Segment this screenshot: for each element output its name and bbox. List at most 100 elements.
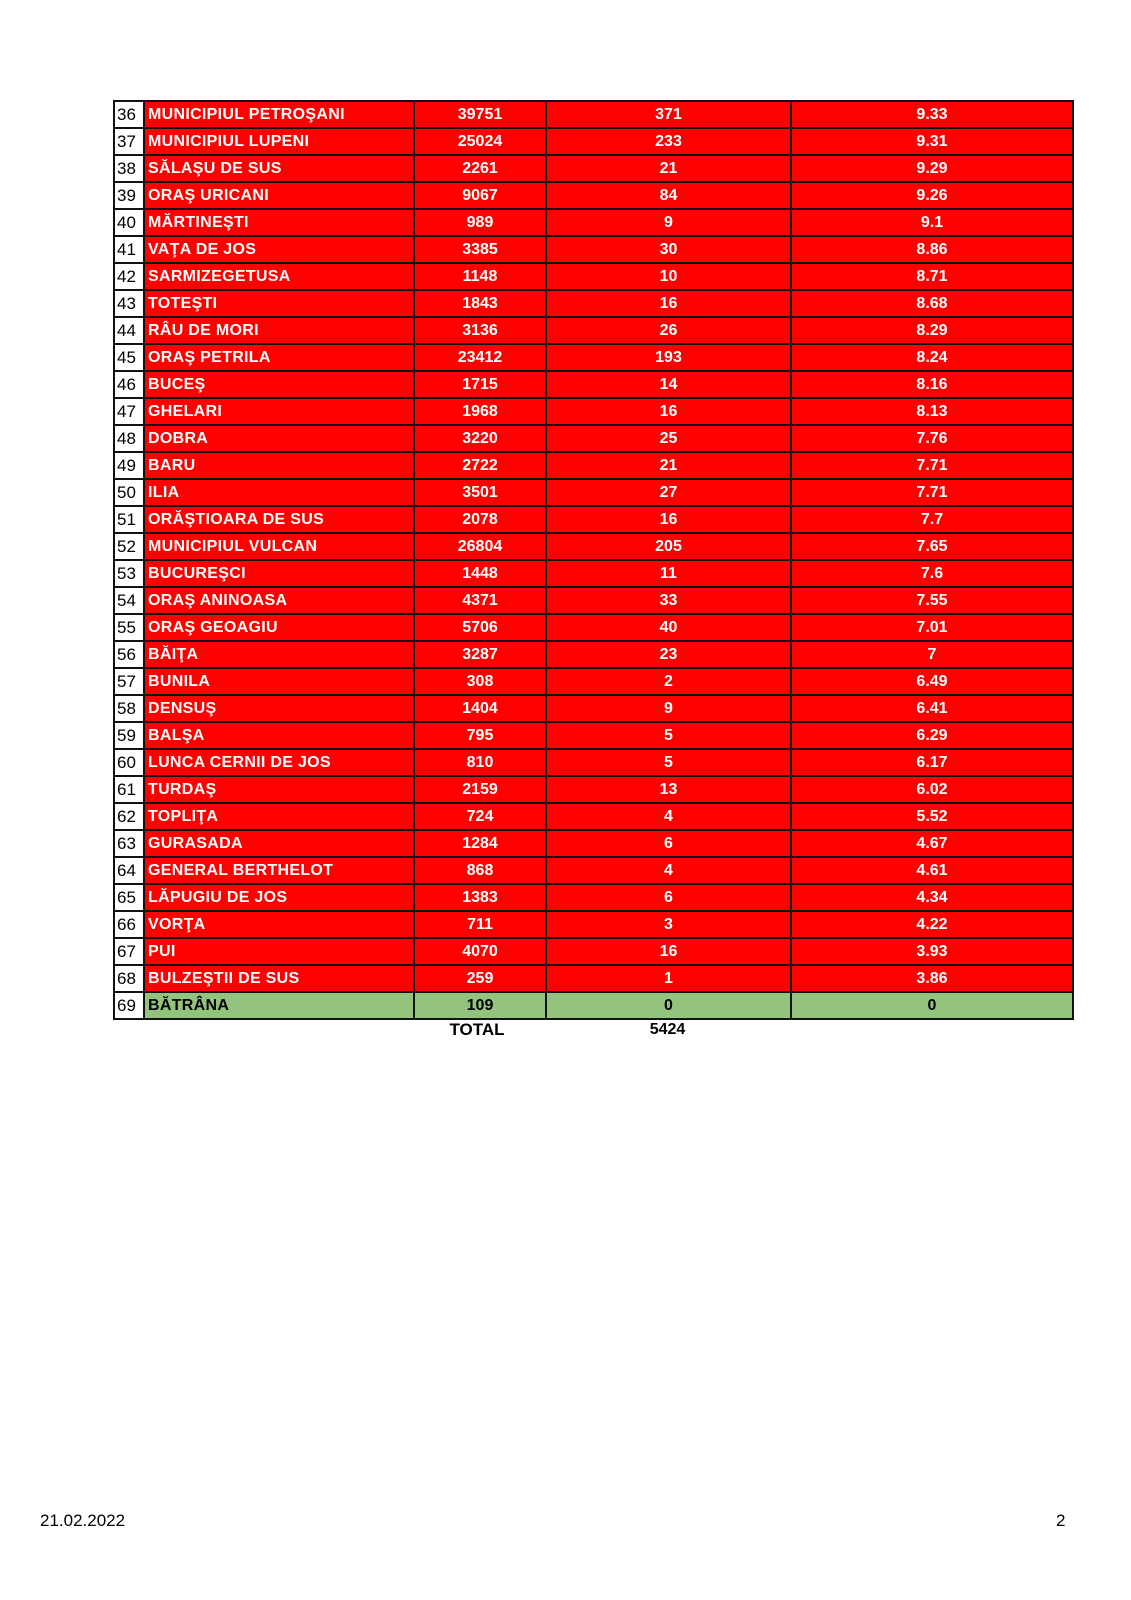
population-cell: 989 — [413, 208, 547, 237]
population-cell: 26804 — [413, 532, 547, 561]
table-row: 61 TURDAŞ 2159 13 6.02 — [113, 775, 1074, 804]
localities-table: 36 MUNICIPIUL PETROŞANI 39751 371 9.33 37 MUNI… — [113, 100, 1074, 1020]
locality-name: TURDAŞ — [143, 775, 415, 804]
locality-name: BARU — [143, 451, 415, 480]
rate-cell: 4.67 — [790, 829, 1074, 858]
population-cell: 1148 — [413, 262, 547, 291]
locality-name: BULZEŞTII DE SUS — [143, 964, 415, 993]
cases-cell: 4 — [545, 856, 792, 885]
row-number: 67 — [113, 937, 145, 966]
cases-cell: 10 — [545, 262, 792, 291]
row-number: 56 — [113, 640, 145, 669]
table-row: 44 RÂU DE MORI 3136 26 8.29 — [113, 316, 1074, 345]
locality-name: VORŢA — [143, 910, 415, 939]
table-row: 47 GHELARI 1968 16 8.13 — [113, 397, 1074, 426]
rate-cell: 8.68 — [790, 289, 1074, 318]
rate-cell: 9.26 — [790, 181, 1074, 210]
locality-name: SARMIZEGETUSA — [143, 262, 415, 291]
table-row: 65 LĂPUGIU DE JOS 1383 6 4.34 — [113, 883, 1074, 912]
population-cell: 3501 — [413, 478, 547, 507]
rate-cell: 6.41 — [790, 694, 1074, 723]
row-number: 63 — [113, 829, 145, 858]
cases-cell: 5 — [545, 748, 792, 777]
cases-cell: 371 — [545, 100, 792, 129]
rate-cell: 4.34 — [790, 883, 1074, 912]
rate-cell: 3.86 — [790, 964, 1074, 993]
population-cell: 1383 — [413, 883, 547, 912]
table-row: 56 BĂIŢA 3287 23 7 — [113, 640, 1074, 669]
cases-cell: 16 — [545, 505, 792, 534]
cases-cell: 25 — [545, 424, 792, 453]
row-number: 66 — [113, 910, 145, 939]
row-number: 47 — [113, 397, 145, 426]
table-row: 68 BULZEŞTII DE SUS 259 1 3.86 — [113, 964, 1074, 993]
rate-cell: 7.55 — [790, 586, 1074, 615]
locality-name: GHELARI — [143, 397, 415, 426]
locality-name: MĂRTINEŞTI — [143, 208, 415, 237]
population-cell: 3385 — [413, 235, 547, 264]
table-row: 50 ILIA 3501 27 7.71 — [113, 478, 1074, 507]
locality-name: BUCUREŞCI — [143, 559, 415, 588]
rate-cell: 9.1 — [790, 208, 1074, 237]
locality-name: TOPLIŢA — [143, 802, 415, 831]
row-number: 38 — [113, 154, 145, 183]
table-row: 62 TOPLIŢA 724 4 5.52 — [113, 802, 1074, 831]
population-cell: 308 — [413, 667, 547, 696]
table-row: 55 ORAŞ GEOAGIU 5706 40 7.01 — [113, 613, 1074, 642]
rate-cell: 8.71 — [790, 262, 1074, 291]
population-cell: 1284 — [413, 829, 547, 858]
locality-name: BUCEŞ — [143, 370, 415, 399]
cases-cell: 33 — [545, 586, 792, 615]
cases-cell: 21 — [545, 451, 792, 480]
row-number: 68 — [113, 964, 145, 993]
locality-name: TOTEŞTI — [143, 289, 415, 318]
row-number: 40 — [113, 208, 145, 237]
row-number: 41 — [113, 235, 145, 264]
row-number: 57 — [113, 667, 145, 696]
population-cell: 4371 — [413, 586, 547, 615]
population-cell: 4070 — [413, 937, 547, 966]
population-cell: 3220 — [413, 424, 547, 453]
table-row: 48 DOBRA 3220 25 7.76 — [113, 424, 1074, 453]
locality-name: BĂTRÂNA — [143, 991, 415, 1020]
row-number: 46 — [113, 370, 145, 399]
row-number: 45 — [113, 343, 145, 372]
row-number: 61 — [113, 775, 145, 804]
cases-cell: 4 — [545, 802, 792, 831]
rate-cell: 7.6 — [790, 559, 1074, 588]
table-row: 58 DENSUŞ 1404 9 6.41 — [113, 694, 1074, 723]
cases-cell: 40 — [545, 613, 792, 642]
cases-cell: 14 — [545, 370, 792, 399]
locality-name: PUI — [143, 937, 415, 966]
table-row: 67 PUI 4070 16 3.93 — [113, 937, 1074, 966]
row-number: 53 — [113, 559, 145, 588]
rate-cell: 4.61 — [790, 856, 1074, 885]
row-number: 62 — [113, 802, 145, 831]
row-number: 52 — [113, 532, 145, 561]
cases-cell: 205 — [545, 532, 792, 561]
table-row: 39 ORAŞ URICANI 9067 84 9.26 — [113, 181, 1074, 210]
row-number: 50 — [113, 478, 145, 507]
rate-cell: 9.29 — [790, 154, 1074, 183]
locality-name: ORAŞ PETRILA — [143, 343, 415, 372]
locality-name: BĂIŢA — [143, 640, 415, 669]
population-cell: 795 — [413, 721, 547, 750]
table-row: 40 MĂRTINEŞTI 989 9 9.1 — [113, 208, 1074, 237]
table-row: 63 GURASADA 1284 6 4.67 — [113, 829, 1074, 858]
population-cell: 1843 — [413, 289, 547, 318]
population-cell: 23412 — [413, 343, 547, 372]
rate-cell: 8.24 — [790, 343, 1074, 372]
table-row: 52 MUNICIPIUL VULCAN 26804 205 7.65 — [113, 532, 1074, 561]
population-cell: 810 — [413, 748, 547, 777]
population-cell: 1968 — [413, 397, 547, 426]
cases-cell: 9 — [545, 208, 792, 237]
row-number: 39 — [113, 181, 145, 210]
row-number: 48 — [113, 424, 145, 453]
cases-cell: 3 — [545, 910, 792, 939]
population-cell: 2159 — [413, 775, 547, 804]
footer-date: 21.02.2022 — [40, 1511, 126, 1530]
row-number: 43 — [113, 289, 145, 318]
table-row: 69 BĂTRÂNA 109 0 0 — [113, 991, 1074, 1020]
population-cell: 724 — [413, 802, 547, 831]
locality-name: MUNICIPIUL VULCAN — [143, 532, 415, 561]
